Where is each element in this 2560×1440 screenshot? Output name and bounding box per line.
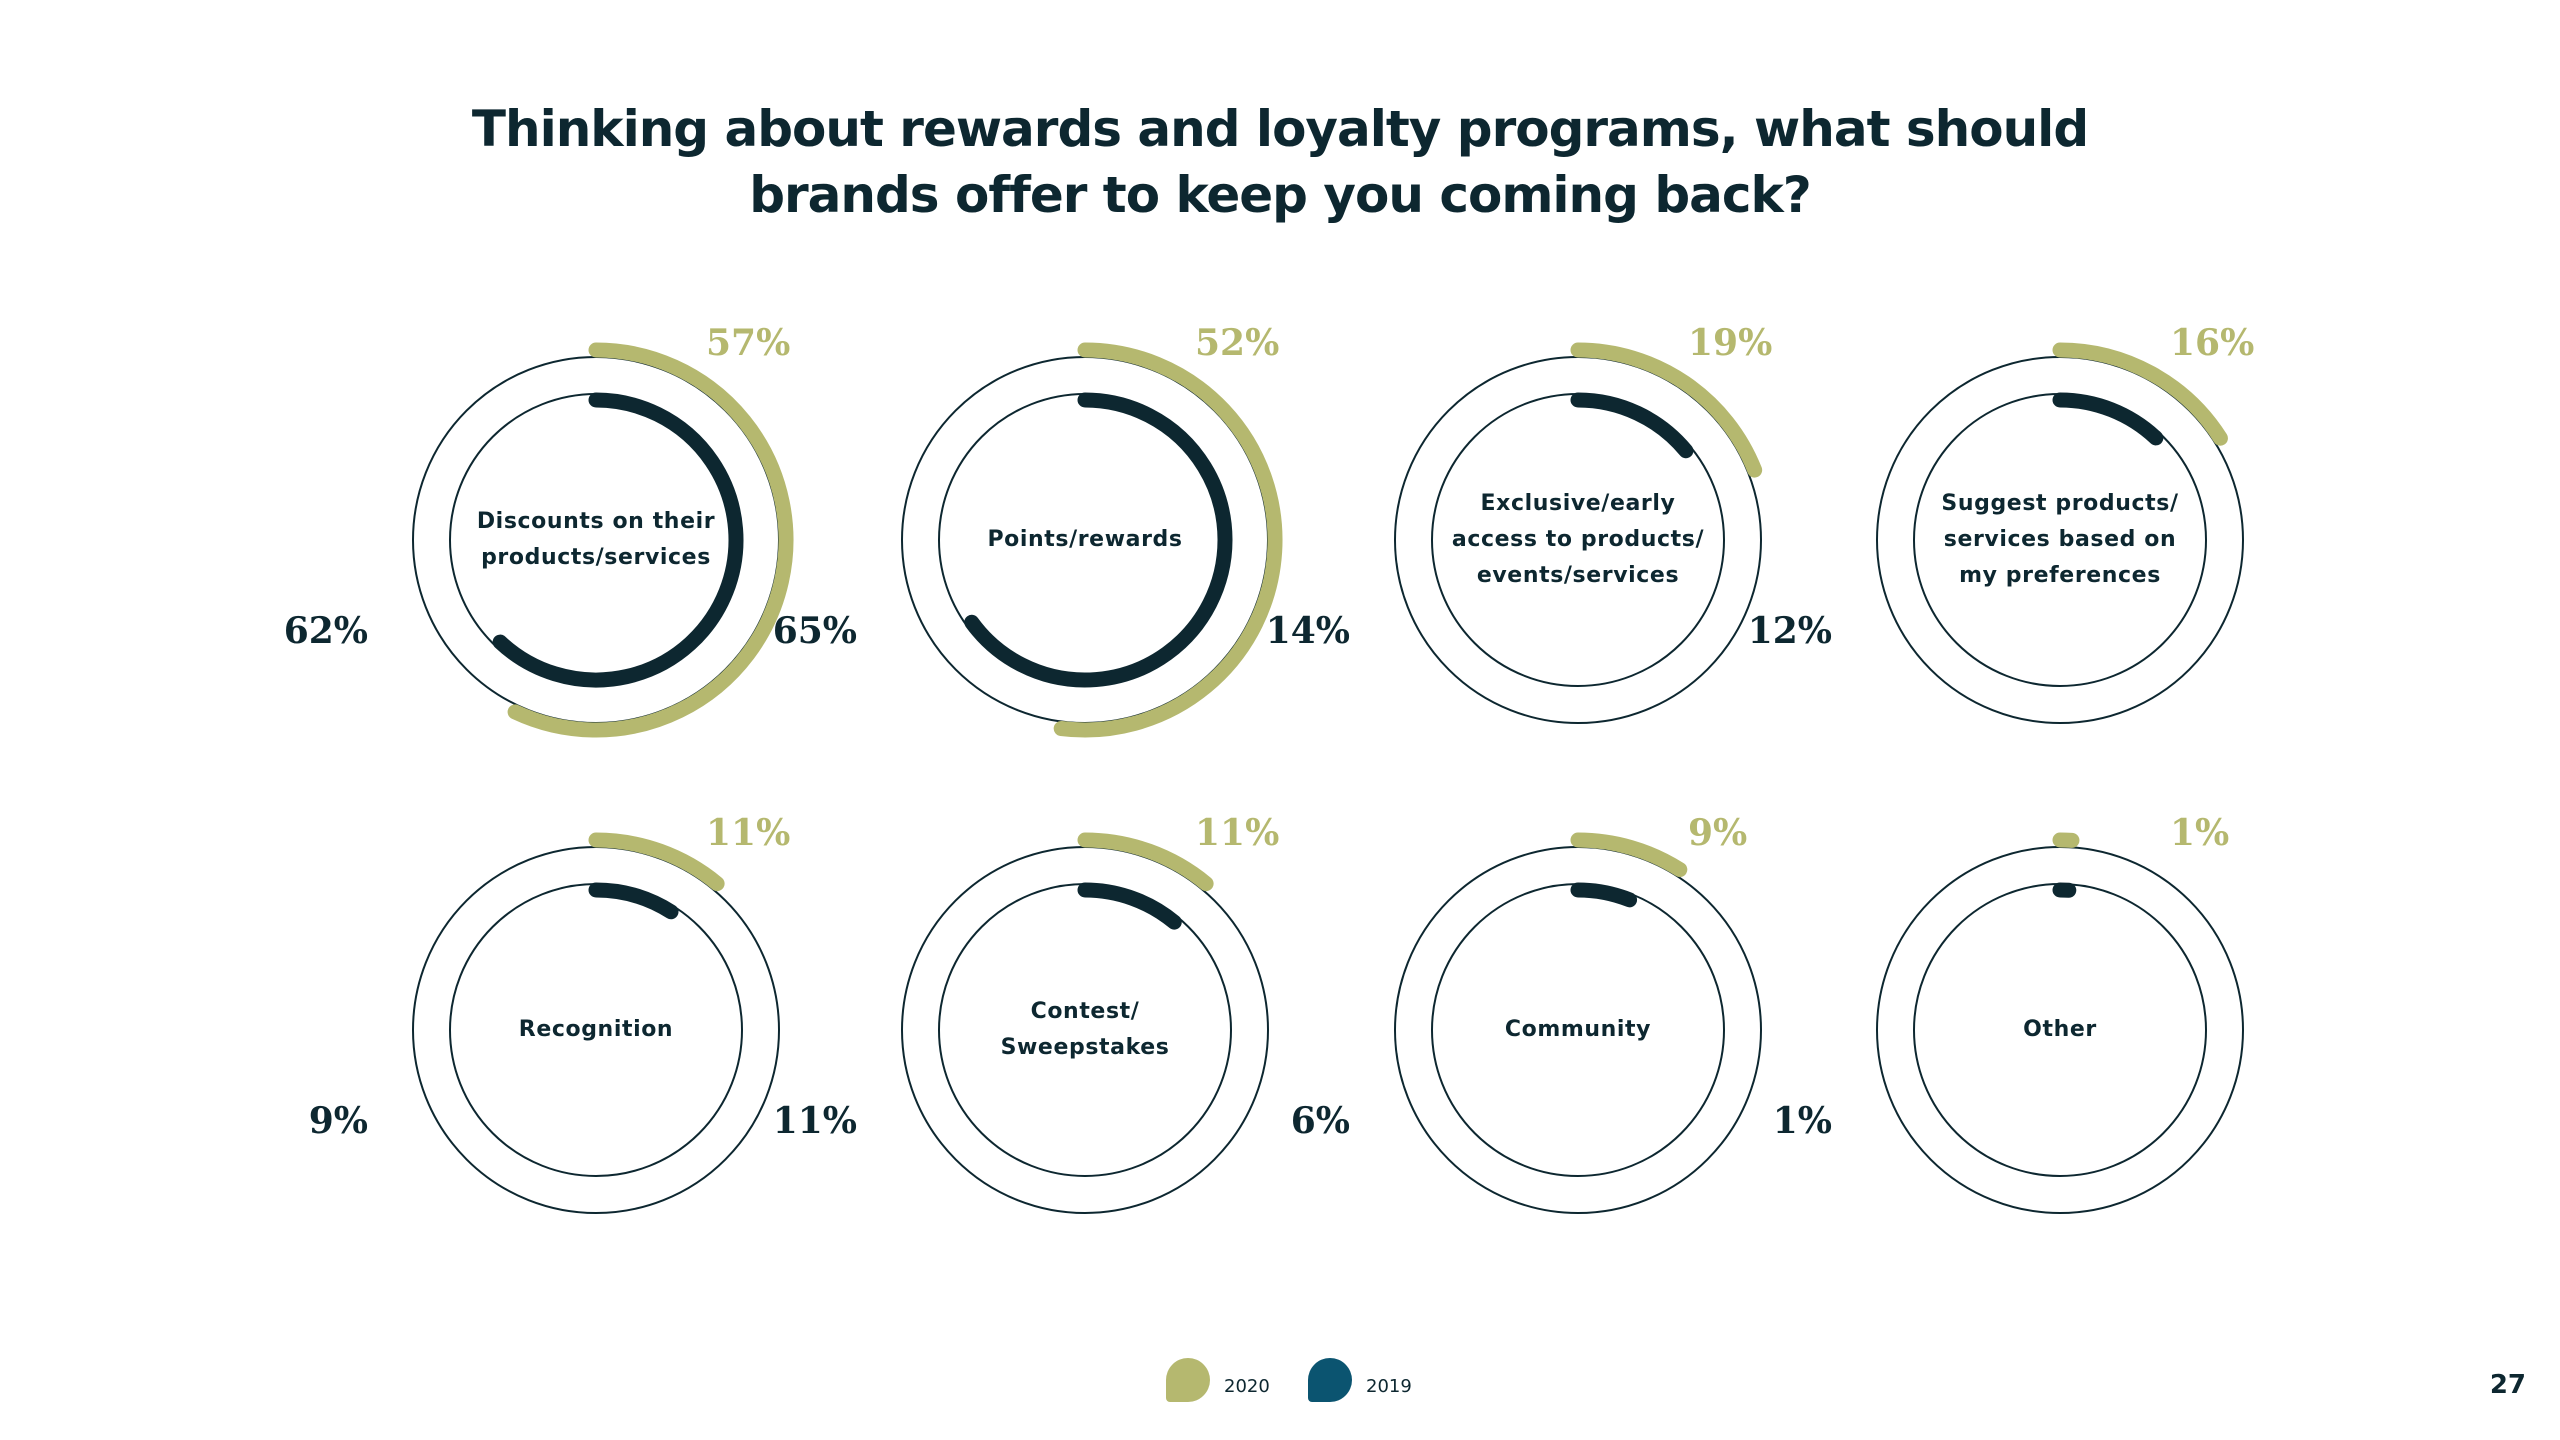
value-label-2019: 1% [1772, 1100, 1832, 1142]
arc-2020 [507, 342, 794, 738]
value-label-2019: 11% [772, 1100, 857, 1142]
arc-2019 [492, 392, 744, 688]
category-label: Contest/Sweepstakes [950, 994, 1220, 1066]
radial-item-2 [1394, 342, 1763, 724]
arc-2019 [964, 392, 1233, 688]
chart-title-line-1: Thinking about rewards and loyalty progr… [471, 100, 2089, 158]
category-label-line: Recognition [518, 1017, 674, 1042]
category-label: Points/rewards [950, 522, 1220, 558]
page-number: 27 [2489, 1370, 2526, 1400]
value-label-2020: 1% [2170, 812, 2230, 854]
arc-2019 [588, 882, 679, 920]
legend-swatch-2019 [1308, 1358, 1352, 1402]
category-label-line: Points/rewards [987, 527, 1183, 552]
arc-2019 [1570, 392, 1694, 459]
category-label-line: Suggest products/ [1941, 491, 2179, 516]
arc-2020 [1570, 342, 1763, 478]
category-label-line: Community [1504, 1017, 1652, 1042]
category-label: Other [1925, 1012, 2195, 1048]
value-label-2020: 11% [706, 812, 791, 854]
value-label-2019: 62% [283, 610, 368, 652]
value-label-2020: 57% [706, 322, 791, 364]
arc-2019 [1077, 882, 1182, 930]
category-label-line: Discounts on their [476, 509, 716, 534]
value-label-2020: 9% [1688, 812, 1748, 854]
category-label: Recognition [461, 1012, 731, 1048]
arc-2019 [1570, 882, 1638, 908]
legend-label-2020: 2020 [1224, 1376, 1270, 1397]
category-label: Community [1443, 1012, 1713, 1048]
radial-item-6 [1394, 832, 1762, 1214]
category-label-line: Contest/ [1030, 999, 1140, 1024]
category-label-line: Exclusive/early [1480, 491, 1676, 516]
category-label-line: services based on [1943, 527, 2177, 552]
value-label-2019: 65% [772, 610, 857, 652]
radial-item-1 [901, 342, 1283, 738]
category-label: Exclusive/early access to products/events… [1443, 486, 1713, 594]
radial-item-0 [412, 342, 794, 738]
value-label-2019: 6% [1290, 1100, 1350, 1142]
value-label-2019: 14% [1265, 610, 1350, 652]
chart-title: Thinking about rewards and loyalty progr… [0, 96, 2560, 228]
category-label-line: products/services [481, 545, 711, 570]
value-label-2020: 19% [1688, 322, 1773, 364]
category-label-line: my preferences [1959, 563, 2161, 588]
radial-item-3 [1876, 342, 2244, 724]
value-label-2020: 52% [1195, 322, 1280, 364]
category-label-line: access to products/ [1451, 527, 1705, 552]
value-label-2019: 12% [1747, 610, 1832, 652]
value-label-2020: 16% [2170, 322, 2255, 364]
arc-2020 [1570, 832, 1688, 878]
arc-2020 [2052, 342, 2228, 446]
category-label-line: Sweepstakes [1000, 1035, 1170, 1060]
radial-item-5 [901, 832, 1269, 1214]
category-label: Suggest products/services based on my pre… [1925, 486, 2195, 594]
category-label-line: events/services [1476, 563, 1680, 588]
value-label-2020: 11% [1195, 812, 1280, 854]
legend-label-2019: 2019 [1366, 1376, 1412, 1397]
arc-2020 [1077, 832, 1214, 892]
category-label: Discounts on their products/services [461, 504, 731, 576]
value-label-2019: 9% [308, 1100, 368, 1142]
chart-title-line-2: brands offer to keep you coming back? [749, 166, 1812, 224]
arc-2019 [2052, 392, 2164, 446]
category-label-line: Other [2023, 1017, 2097, 1042]
legend-swatch-2020 [1166, 1358, 1210, 1402]
arc-2020 [1053, 342, 1283, 738]
radial-item-4 [412, 832, 780, 1214]
radial-item-7 [1876, 832, 2244, 1214]
arc-2020 [588, 832, 725, 892]
